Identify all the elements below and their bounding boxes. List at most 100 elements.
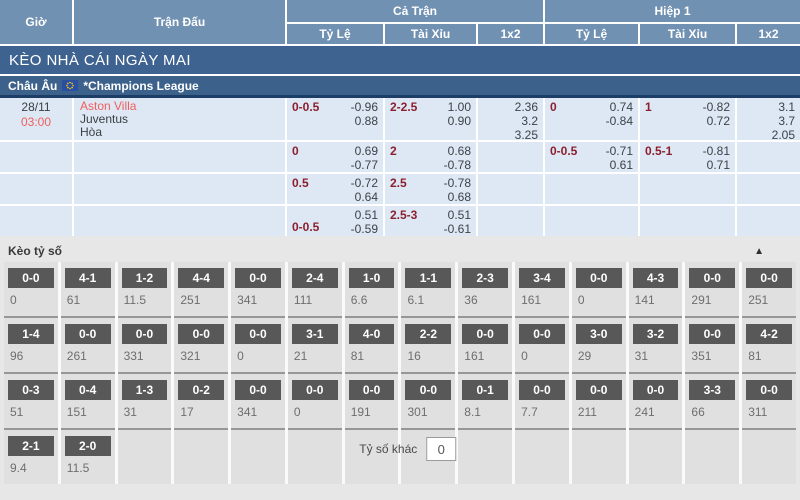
score-button[interactable]: 0-0 [348,380,395,400]
h1-handicap-cell[interactable]: 0-0.5 -0.71 0.61 [545,142,638,172]
ft-over-under-cell[interactable]: 2-2.5 1.00 0.90 [385,98,476,140]
score-odds-value: 0 [237,349,244,363]
score-button[interactable]: 0-0 [689,324,736,344]
score-grid: 0-0 0 4-1 61 1-2 11.5 4-4 251 0-0 341 2-4 111 1-0 6.6… [0,262,800,484]
score-button[interactable]: 0-0 [235,324,281,344]
odds-grid: 28/11 03:00 Aston Villa Juventus Hòa 0-0.5 -0.… [0,98,800,236]
h1-handicap-cell[interactable]: 0 0.74 -0.84 [545,98,638,140]
other-score-input[interactable] [426,437,457,461]
score-button[interactable]: 4-2 [746,324,792,344]
score-button[interactable]: 0-0 [689,268,736,288]
handicap-label: 0-0.5 [550,144,578,158]
score-button[interactable]: 0-0 [64,324,111,344]
h1-over-under-cell[interactable]: 1 -0.82 0.72 [640,98,735,140]
score-odds-value: 301 [407,405,428,419]
column-header-h1-over-under: Tài Xỉu [640,24,735,44]
h1-over-under-cell[interactable]: 0.5-1 -0.81 0.71 [640,142,735,172]
score-button[interactable]: 0-0 [235,380,281,400]
score-button[interactable]: 3-1 [291,324,338,344]
h1-1x2-cell[interactable]: 3.1 3.7 2.05 [737,98,800,140]
score-odds-value: 17 [180,405,194,419]
score-cell: 0-4 151 [60,372,115,428]
score-button[interactable]: 0-2 [178,380,225,400]
match-time: 03:00 [20,115,52,129]
ft-handicap-cell[interactable]: 0-0.5 -0.96 0.88 [287,98,383,140]
column-header-h1-1x2: 1x2 [737,24,800,44]
ft-handicap-cell[interactable]: 0-0.5 0.51 -0.59 [287,206,383,236]
score-button[interactable]: 1-3 [121,380,168,400]
score-odds-value: 351 [691,349,712,363]
score-button[interactable]: 0-0 [746,268,792,288]
column-header-ft-handicap: Tỷ Lệ [287,24,383,44]
ft-over-under-cell[interactable]: 2.5-3 0.51 -0.61 [385,206,476,236]
score-button[interactable]: 2-3 [462,268,509,288]
score-button[interactable]: 0-0 [291,380,338,400]
score-button[interactable]: 1-0 [348,268,395,288]
score-button[interactable]: 2-0 [64,436,111,456]
score-button[interactable]: 2-4 [291,268,338,288]
handicap-label: 2.5-3 [390,208,418,222]
score-odds-value: 241 [634,405,655,419]
score-button[interactable]: 4-1 [64,268,111,288]
score-button[interactable]: 1-4 [8,324,54,344]
score-button[interactable]: 0-3 [8,380,54,400]
score-button[interactable]: 0-0 [575,380,622,400]
score-button[interactable]: 3-2 [632,324,679,344]
score-cell: 0-0 191 [344,372,399,428]
score-button[interactable]: 0-0 [519,324,565,344]
score-button[interactable]: 1-1 [405,268,452,288]
score-odds-value: 29 [577,349,592,363]
score-row: 1-4 96 0-0 261 0-0 331 0-0 321 0-0 0 3-1 21 4-0 81 2-2… [4,316,796,372]
score-button[interactable]: 3-4 [519,268,565,288]
score-button[interactable]: 0-0 [178,324,225,344]
score-cell: 0-0 291 [685,262,740,316]
score-cell: 4-3 141 [628,262,683,316]
match-teams-cell: Aston Villa Juventus Hòa [74,98,285,140]
score-button[interactable]: 0-0 [121,324,168,344]
score-cell: 0-0 301 [401,372,456,428]
score-cell: 1-3 31 [117,372,172,428]
score-button[interactable]: 0-4 [64,380,111,400]
score-button[interactable]: 4-0 [348,324,395,344]
odds-table: Giờ Trận Đấu Cả Trận Hiệp 1 Tỷ Lệ Tài Xỉ… [0,0,800,236]
score-button[interactable]: 1-2 [121,268,168,288]
score-button[interactable]: 0-0 [235,268,281,288]
empty-time-cell [0,142,72,172]
score-odds-value: 11.5 [123,293,147,307]
ft-over-under-values: 1.00 0.90 [447,100,471,128]
score-button[interactable]: 4-4 [178,268,225,288]
score-button[interactable]: 0-0 [746,380,792,400]
chevron-up-icon[interactable]: ▲ [754,245,764,257]
score-button[interactable]: 0-0 [405,380,452,400]
ft-over-under-cell[interactable]: 2.5 -0.78 0.68 [385,174,476,204]
score-button[interactable]: 0-0 [519,380,565,400]
score-button[interactable]: 0-1 [462,380,509,400]
score-odds-value: 161 [464,349,485,363]
other-score-control: Tỷ số khác [359,437,457,461]
ft-handicap-cell[interactable]: 0.5 -0.72 0.64 [287,174,383,204]
ft-over-under-values: 0.51 -0.61 [443,208,471,236]
score-cell-empty [458,428,513,484]
score-odds-value: 191 [350,405,371,419]
column-group-full-match: Cả Trận [287,0,543,22]
score-button[interactable]: 0-0 [462,324,509,344]
score-button[interactable]: 0-0 [575,268,622,288]
score-button[interactable]: 0-0 [632,380,679,400]
score-button[interactable]: 2-1 [8,436,54,456]
score-button[interactable]: 3-3 [689,380,736,400]
ft-1x2-cell[interactable]: 2.36 3.2 3.25 [478,98,543,140]
empty-time-cell [0,206,72,236]
score-cell: 0-1 8.1 [458,372,513,428]
score-button[interactable]: 4-3 [632,268,679,288]
h1-1x2-values: 3.1 3.7 2.05 [771,100,795,140]
ft-handicap-values: 0.69 -0.77 [350,144,378,172]
ft-over-under-values: -0.78 0.68 [443,176,471,204]
ft-over-under-cell[interactable]: 2 0.68 -0.78 [385,142,476,172]
ft-handicap-cell[interactable]: 0 0.69 -0.77 [287,142,383,172]
score-cell-empty [174,428,229,484]
score-button[interactable]: 0-0 [8,268,54,288]
score-odds-value: 16 [407,349,421,363]
score-button[interactable]: 3-0 [575,324,622,344]
score-button[interactable]: 2-2 [405,324,452,344]
ft-1x2-values: 2.36 3.2 3.25 [514,100,538,140]
